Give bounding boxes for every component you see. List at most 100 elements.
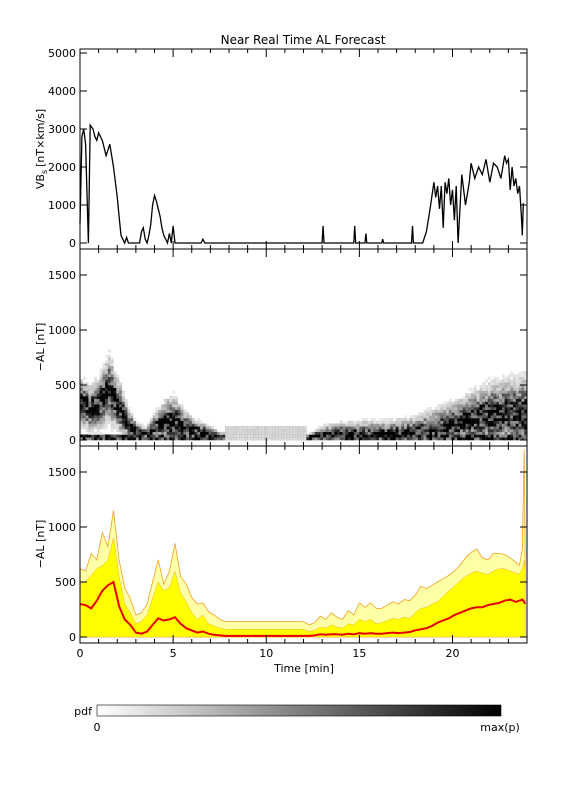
pdf-cell (325, 434, 329, 438)
pdf-cell (490, 434, 494, 438)
pdf-cell (490, 409, 494, 413)
pdf-cell (378, 437, 382, 441)
pdf-cell (345, 426, 349, 430)
pdf-cell (501, 434, 505, 438)
pdf-cell (446, 412, 449, 416)
pdf-cell (345, 434, 349, 438)
pdf-cell (485, 434, 489, 438)
pdf-cell (80, 385, 83, 388)
pdf-cell (292, 431, 296, 435)
pdf-cell (225, 428, 229, 433)
pdf-cell (471, 418, 475, 421)
pdf-cell (518, 434, 522, 438)
pdf-cell (510, 398, 514, 402)
pdf-cell (138, 429, 142, 432)
pdf-cell (85, 390, 89, 394)
pdf-cell (189, 423, 192, 427)
pdf-cell (518, 437, 522, 441)
pdf-cell (504, 379, 508, 383)
pdf-cell (507, 412, 511, 416)
pdf-cell (82, 385, 86, 388)
pdf-cell (94, 434, 97, 438)
pdf-cell (155, 437, 159, 441)
pdf-cell (200, 420, 204, 424)
pdf-cell (230, 434, 235, 438)
pdf-cell (482, 412, 486, 416)
pdf-cell (384, 429, 388, 432)
pdf-cell (80, 390, 83, 394)
pdf-cell (381, 423, 385, 427)
pdf-cell (370, 423, 374, 427)
pdf-cell (465, 429, 469, 432)
pdf-cell (241, 428, 246, 433)
pdf-cell (88, 431, 92, 435)
pdf-cell (88, 407, 92, 410)
pdf-cell (85, 387, 89, 391)
pdf-cell (499, 398, 503, 402)
pdf-cell (499, 379, 503, 383)
pdf-cell (365, 426, 368, 430)
pdf-cell (482, 396, 486, 399)
pdf-cell (180, 415, 184, 419)
pdf-cell (325, 437, 329, 441)
pdf-cell (476, 423, 480, 427)
pdf-cell (468, 412, 472, 416)
pdf-cell (440, 434, 444, 438)
pdf-cell (175, 431, 178, 435)
pdf-cell (454, 409, 458, 413)
pdf-cell (418, 420, 421, 424)
pdf-cell (507, 376, 511, 380)
pdf-cell (451, 420, 455, 424)
pdf-cell (119, 418, 123, 421)
pdf-cell (521, 434, 525, 438)
pdf-cell (493, 387, 497, 391)
pdf-cell (94, 431, 97, 435)
pdf-cell (490, 407, 494, 410)
pdf-cell (462, 396, 466, 399)
pdf-cell (504, 382, 508, 386)
pdf-cell (250, 426, 254, 430)
pdf-cell (102, 401, 106, 405)
pdf-cell (269, 428, 274, 433)
pdf-cell (247, 431, 251, 435)
pdf-cell (339, 434, 343, 438)
pdf-cell (161, 420, 164, 424)
pdf-cell (473, 426, 477, 430)
pdf-cell (406, 418, 410, 421)
pdf-cell (457, 418, 461, 421)
pdf-cell (294, 434, 299, 438)
pdf-cell (107, 376, 111, 380)
pdf-cell (177, 420, 181, 424)
pdf-cell (169, 401, 173, 405)
pdf-cell (82, 398, 86, 402)
pdf-cell (504, 393, 508, 397)
pdf-cell (476, 409, 480, 413)
pdf-cell (331, 426, 335, 430)
pdf-cell (233, 431, 237, 435)
pdf-cell (258, 434, 262, 438)
pdf-cell (272, 431, 276, 435)
pdf-cell (479, 426, 483, 430)
pdf-cell (323, 434, 327, 438)
pdf-cell (457, 429, 461, 432)
pdf-cell (180, 426, 184, 430)
pdf-cell (113, 376, 117, 380)
pdf-cell (161, 409, 164, 413)
pdf-cell (141, 429, 145, 432)
pdf-cell (446, 404, 449, 408)
pdf-cell (479, 390, 483, 394)
pdf-cell (507, 385, 511, 388)
pdf-cell (485, 393, 489, 397)
pdf-cell (99, 371, 103, 375)
pdf-cell (88, 423, 92, 427)
pdf-cell (471, 409, 475, 413)
pdf-cell (105, 368, 109, 372)
pdf-cell (398, 426, 402, 430)
pdf-cell (107, 382, 111, 386)
pdf-cell (105, 412, 109, 416)
pdf-cell (465, 423, 469, 427)
pdf-cell (353, 431, 357, 435)
pdf-cell (186, 423, 190, 427)
pdf-cell (116, 393, 120, 397)
pdf-cell (155, 418, 159, 421)
